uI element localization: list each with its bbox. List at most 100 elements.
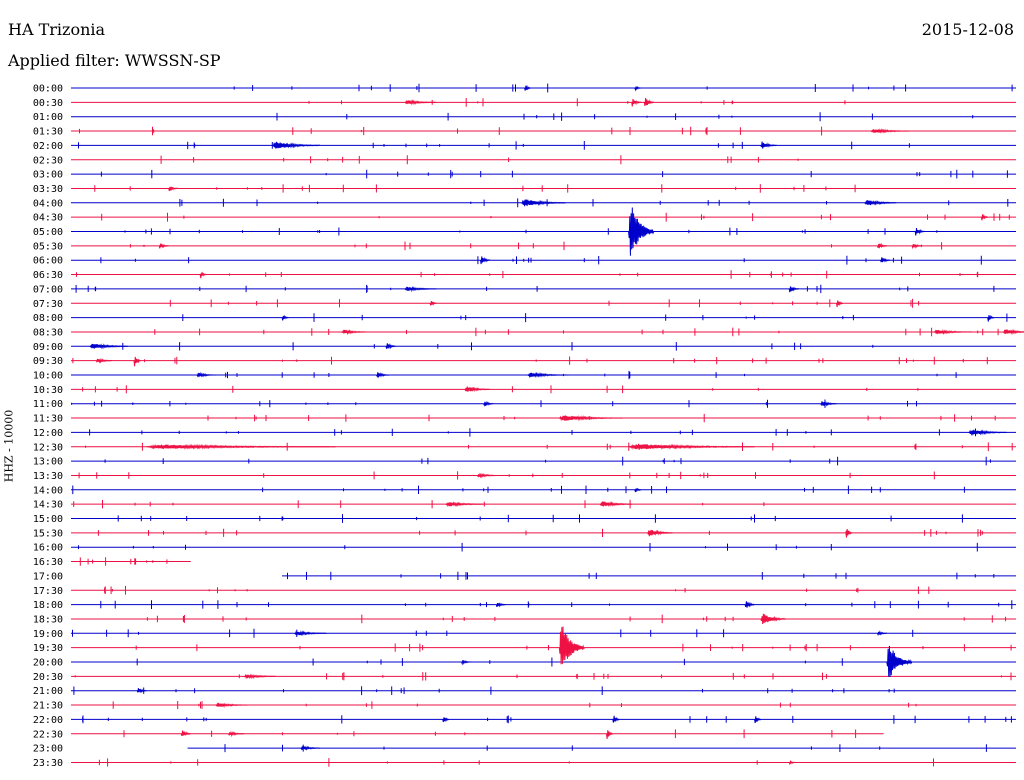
time-label-0800: 08:00 [33,313,63,324]
seismic-event-5 [870,128,909,134]
time-label-0030: 00:30 [33,98,63,109]
seismic-event-48 [845,529,853,538]
trace-noise-2200 [82,715,1012,724]
seismic-event-47 [647,529,673,537]
seismic-traces [71,83,1024,767]
trace-noise-1600 [78,542,978,552]
seismic-event-20 [404,286,437,293]
seismic-event-15 [876,242,888,249]
trace-noise-0600 [100,255,982,265]
time-label-1700: 17:00 [33,571,63,582]
seismic-event-43 [476,472,497,479]
time-label-1200: 12:00 [33,428,63,439]
seismic-event-10 [864,199,897,206]
seismic-event-9 [521,199,566,207]
time-label-0730: 07:30 [33,299,63,310]
seismic-event-46 [599,501,632,507]
seismic-event-31 [95,358,113,364]
seismic-event-49 [495,602,506,608]
time-label-0400: 04:00 [33,198,63,209]
trace-noise-2100 [73,686,895,696]
time-label-0200: 02:00 [33,141,63,152]
seismic-event-14 [158,242,169,249]
seismic-event-3 [631,98,642,107]
seismic-event-53 [876,630,887,637]
seismic-event-37 [483,400,494,407]
seismic-event-67 [788,759,796,766]
trace-noise-2130 [112,701,917,710]
time-label-0000: 00:00 [33,84,63,95]
trace-noise-1800 [100,600,1013,609]
time-label-1530: 15:30 [33,528,63,539]
seismic-event-7 [760,141,777,149]
time-label-1630: 16:30 [33,557,63,568]
time-label-2100: 21:00 [33,686,63,697]
trace-noise-1730 [104,585,930,595]
seismic-event-26 [341,329,368,336]
trace-noise-0930 [72,356,988,365]
time-label-1100: 11:00 [33,399,63,410]
trace-noise-1530 [97,528,983,537]
time-label-2200: 22:00 [33,715,63,726]
trace-noise-0100 [276,112,974,122]
seismic-event-16 [911,243,922,250]
seismic-event-33 [196,371,216,378]
seismic-event-1 [634,85,642,92]
time-label-0430: 04:30 [33,213,63,224]
seismic-event-45 [445,501,484,508]
trace-noise-0200 [78,141,910,150]
seismic-event-62 [754,716,762,724]
time-label-1030: 10:30 [33,385,63,396]
time-label-2330: 23:30 [33,758,63,769]
seismic-event-63 [180,730,191,737]
time-label-2230: 22:30 [33,729,63,740]
trace-noise-0300 [100,169,1008,179]
time-label-0130: 01:30 [33,127,63,138]
time-label-1500: 15:00 [33,514,63,525]
seismic-event-25 [987,314,995,322]
seismic-event-21 [788,286,799,293]
seismic-event-58 [136,688,147,694]
trace-noise-1300 [104,456,991,466]
seismic-event-55 [886,645,913,678]
seismic-event-40 [968,429,1007,436]
seismic-event-57 [244,673,276,680]
seismic-event-30 [385,343,396,350]
seismic-event-65 [606,730,614,739]
plot-date: 2015-12-08 [921,20,1014,39]
time-label-0930: 09:30 [33,356,63,367]
time-label-2000: 20:00 [33,658,63,669]
seismic-event-64 [228,730,245,738]
filter-label: Applied filter: WWSSN-SP [8,51,221,70]
seismic-event-18 [880,257,891,263]
seismic-event-60 [442,717,450,723]
time-label-2300: 23:00 [33,744,63,755]
seismic-event-19 [199,271,207,279]
time-label-1600: 16:00 [33,543,63,554]
trace-noise-1500 [117,514,963,523]
trace-noise-0000 [233,83,1013,93]
time-label-1230: 12:30 [33,442,63,453]
time-label-0900: 09:00 [33,342,63,353]
time-label-1830: 18:30 [33,614,63,625]
trace-noise-1400 [72,485,965,495]
trace-noise-2000 [136,657,843,667]
seismic-event-36 [464,386,491,393]
time-label-0100: 01:00 [33,112,63,123]
time-label-1900: 19:00 [33,629,63,640]
seismic-event-59 [215,702,248,709]
seismic-event-56 [461,659,472,666]
seismic-event-12 [628,207,655,256]
seismic-event-51 [760,613,787,625]
time-labels: 00:00 00:30 01:00 01:30 02:00 02:30 03:00 03:30… [33,84,63,769]
seismic-event-13 [914,227,925,236]
trace-noise-0530 [129,241,943,251]
seismic-event-17 [480,256,491,265]
time-label-0700: 07:00 [33,284,63,295]
time-label-1730: 17:30 [33,586,63,597]
seismic-event-29 [89,343,128,350]
trace-noise-1330 [78,471,935,480]
time-label-2130: 21:30 [33,701,63,712]
seismic-event-2 [404,99,437,106]
